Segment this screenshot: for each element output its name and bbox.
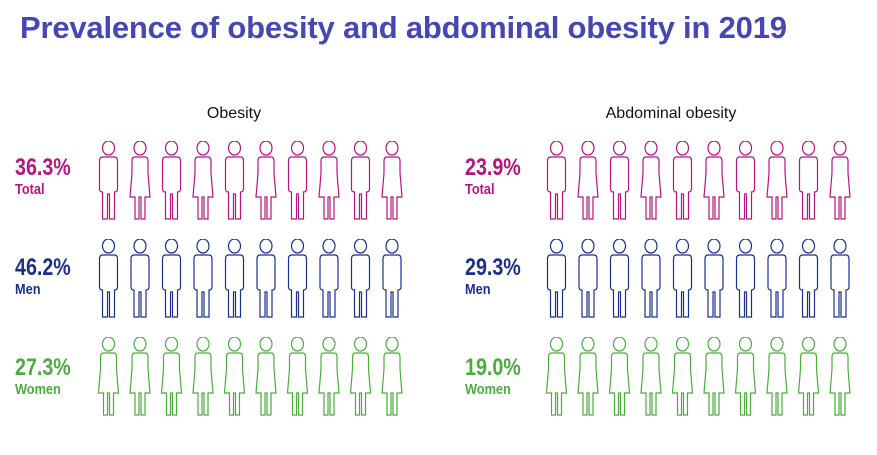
abdominal-total-group: Total <box>465 181 495 198</box>
icon-woman-total-4 <box>192 141 214 220</box>
icon-woman-women-6 <box>255 337 277 416</box>
icon-woman-women-8 <box>318 337 340 416</box>
icon-woman-total-4 <box>640 141 662 220</box>
icon-man-men-3 <box>161 239 182 318</box>
icon-woman-women-8 <box>766 337 788 416</box>
icon-man-men-4 <box>641 239 661 318</box>
icon-woman-women-7 <box>286 337 309 416</box>
icon-woman-women-5 <box>223 337 246 416</box>
abdominal-men-label: 29.3% Men <box>465 255 545 299</box>
abdominal-total-label: 23.9% Total <box>465 155 545 199</box>
abdominal-women-group: Women <box>465 381 511 398</box>
obesity-total-label: 36.3% Total <box>15 155 95 199</box>
obesity-total-group: Total <box>15 181 45 198</box>
icon-woman-women-3 <box>608 337 631 416</box>
icon-man-total-5 <box>224 141 245 220</box>
abdominal-women-value: 19.0% <box>465 354 521 381</box>
obesity-men-group: Men <box>15 281 41 298</box>
icon-woman-total-2 <box>129 141 151 220</box>
icon-man-men-10 <box>382 239 402 318</box>
icon-woman-women-1 <box>545 337 568 416</box>
icon-man-total-3 <box>161 141 182 220</box>
icon-man-men-1 <box>546 239 567 318</box>
abdominal-men-value: 29.3% <box>465 254 521 281</box>
abdominal-women-label: 19.0% Women <box>465 355 545 399</box>
icon-woman-women-7 <box>734 337 757 416</box>
icon-woman-women-3 <box>160 337 183 416</box>
icon-man-men-6 <box>704 239 724 318</box>
page-title: Prevalence of obesity and abdominal obes… <box>20 10 787 45</box>
icon-woman-women-10 <box>829 337 851 416</box>
icon-woman-total-2 <box>577 141 599 220</box>
icon-man-total-7 <box>735 141 756 220</box>
icon-man-total-9 <box>798 141 819 220</box>
icon-man-men-9 <box>798 239 819 318</box>
panel-title-abdominal-obesity: Abdominal obesity <box>605 105 737 122</box>
icon-man-men-1 <box>98 239 119 318</box>
icon-man-men-2 <box>578 239 598 318</box>
icon-man-men-5 <box>224 239 245 318</box>
icon-woman-women-10 <box>381 337 403 416</box>
icon-woman-women-4 <box>192 337 214 416</box>
icon-man-total-7 <box>287 141 308 220</box>
icon-woman-women-9 <box>349 337 372 416</box>
icon-woman-total-10 <box>829 141 851 220</box>
icon-man-men-3 <box>609 239 630 318</box>
icon-man-men-8 <box>319 239 339 318</box>
icon-man-men-7 <box>287 239 308 318</box>
icon-woman-women-2 <box>577 337 599 416</box>
icon-woman-total-8 <box>318 141 340 220</box>
abdominal-men-group: Men <box>465 281 491 298</box>
icon-man-men-2 <box>130 239 150 318</box>
panel-title-obesity: Obesity <box>206 105 262 122</box>
icon-man-men-7 <box>735 239 756 318</box>
icon-woman-women-9 <box>797 337 820 416</box>
icon-woman-total-6 <box>255 141 277 220</box>
icon-woman-total-8 <box>766 141 788 220</box>
icon-man-men-5 <box>672 239 693 318</box>
icon-woman-women-1 <box>97 337 120 416</box>
icon-woman-total-6 <box>703 141 725 220</box>
abdominal-total-value: 23.9% <box>465 154 521 181</box>
icon-man-men-10 <box>830 239 850 318</box>
icon-man-total-9 <box>350 141 371 220</box>
icon-man-men-6 <box>256 239 276 318</box>
icon-woman-women-2 <box>129 337 151 416</box>
obesity-total-value: 36.3% <box>15 154 71 181</box>
icon-man-total-5 <box>672 141 693 220</box>
icon-man-total-1 <box>98 141 119 220</box>
obesity-men-value: 46.2% <box>15 254 71 281</box>
icon-woman-women-6 <box>703 337 725 416</box>
obesity-men-label: 46.2% Men <box>15 255 95 299</box>
obesity-women-value: 27.3% <box>15 354 71 381</box>
icon-man-men-8 <box>767 239 787 318</box>
icon-woman-women-4 <box>640 337 662 416</box>
icon-man-total-1 <box>546 141 567 220</box>
icon-woman-women-5 <box>671 337 694 416</box>
icon-woman-total-10 <box>381 141 403 220</box>
obesity-women-label: 27.3% Women <box>15 355 95 399</box>
icon-man-total-3 <box>609 141 630 220</box>
icon-man-men-9 <box>350 239 371 318</box>
obesity-women-group: Women <box>15 381 61 398</box>
icon-man-men-4 <box>193 239 213 318</box>
